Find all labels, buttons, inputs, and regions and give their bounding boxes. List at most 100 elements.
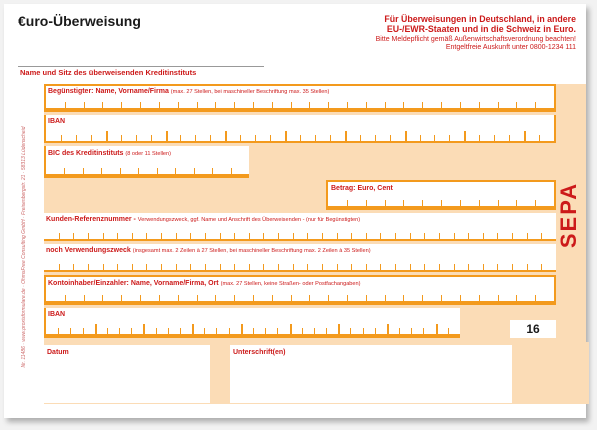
- cell-divider: [384, 295, 386, 303]
- bic-field[interactable]: BIC des Kreditinstituts (8 oder 11 Stell…: [44, 146, 249, 178]
- cell-divider: [177, 102, 179, 110]
- cell-divider: [403, 295, 405, 303]
- cell-divider: [351, 233, 353, 241]
- cell-divider: [161, 264, 163, 272]
- purpose-hint: (insgesamt max. 2 Zeilen à 27 Stellen, b…: [132, 248, 371, 254]
- cell-divider: [541, 264, 543, 272]
- cell-divider: [155, 328, 157, 336]
- cell-divider: [497, 295, 499, 303]
- cell-divider: [422, 102, 424, 110]
- cell-divider: [389, 135, 391, 143]
- cell-divider: [165, 131, 168, 143]
- cell-divider: [83, 295, 85, 303]
- signature-label: Unterschrift(en): [233, 349, 286, 356]
- cell-divider: [365, 200, 367, 208]
- cell-divider: [146, 264, 148, 272]
- cell-divider: [263, 264, 265, 272]
- cell-divider: [234, 264, 236, 272]
- cell-divider: [516, 102, 518, 110]
- cell-divider: [384, 102, 386, 110]
- cell-divider: [131, 264, 133, 272]
- cell-divider: [441, 295, 443, 303]
- cell-divider: [374, 328, 376, 336]
- notice-reporting: Bitte Meldepflicht gemäß Außenwirtschaft…: [375, 36, 576, 44]
- cell-divider: [175, 168, 177, 176]
- bic-label: BIC des Kreditinstituts (8 oder 11 Stell…: [48, 150, 171, 158]
- bic-cells: [46, 166, 249, 176]
- cell-divider: [94, 324, 97, 336]
- cell-divider: [539, 135, 541, 143]
- beneficiary-field[interactable]: Begünstigter: Name, Vorname/Firma (max. …: [44, 84, 556, 112]
- amount-field[interactable]: Betrag: Euro, Cent: [326, 180, 556, 210]
- cell-divider: [102, 264, 104, 272]
- holder-field[interactable]: Kontoinhaber/Einzahler: Name, Vorname/Fi…: [44, 275, 556, 305]
- bank-name-line[interactable]: [18, 66, 264, 67]
- cell-baseline: [46, 301, 554, 303]
- cell-divider: [301, 328, 303, 336]
- cell-divider: [409, 233, 411, 241]
- cell-divider: [321, 233, 323, 241]
- cell-divider: [190, 264, 192, 272]
- iban-field[interactable]: IBAN: [44, 115, 556, 143]
- reference-field[interactable]: Kunden-Referenznummer - Verwendungszweck…: [44, 213, 556, 241]
- cell-divider: [346, 200, 348, 208]
- cell-divider: [82, 168, 84, 176]
- cell-divider: [234, 295, 236, 303]
- cell-divider: [150, 135, 152, 143]
- cell-divider: [215, 102, 217, 110]
- cell-divider: [119, 328, 121, 336]
- cell-divider: [252, 295, 254, 303]
- cell-divider: [526, 264, 528, 272]
- cell-divider: [321, 264, 323, 272]
- cell-baseline: [44, 239, 556, 241]
- cell-divider: [422, 295, 424, 303]
- beneficiary-label: Begünstigter: Name, Vorname/Firma (max. …: [48, 88, 329, 96]
- cell-divider: [156, 168, 158, 176]
- cell-divider: [329, 135, 331, 143]
- cell-divider: [350, 328, 352, 336]
- purpose-label-text: noch Verwendungszweck: [46, 247, 131, 254]
- sepa-logo: SEPA: [556, 174, 581, 256]
- cell-divider: [374, 135, 376, 143]
- cell-divider: [192, 324, 195, 336]
- cell-divider: [526, 233, 528, 241]
- cell-divider: [438, 264, 440, 272]
- cell-divider: [336, 264, 338, 272]
- cell-divider: [399, 328, 401, 336]
- cell-divider: [195, 135, 197, 143]
- form-title: €uro-Überweisung: [18, 13, 141, 29]
- cell-divider: [219, 233, 221, 241]
- cell-divider: [64, 168, 66, 176]
- cell-divider: [497, 102, 499, 110]
- cell-divider: [146, 233, 148, 241]
- cell-divider: [252, 102, 254, 110]
- cell-divider: [82, 328, 84, 336]
- date-field[interactable]: Datum: [44, 345, 210, 403]
- cell-divider: [292, 233, 294, 241]
- cell-divider: [347, 102, 349, 110]
- cell-divider: [204, 328, 206, 336]
- cell-divider: [240, 135, 242, 143]
- cell-divider: [424, 233, 426, 241]
- cell-divider: [404, 131, 407, 143]
- purpose-field[interactable]: noch Verwendungszweck (insgesamt max. 2 …: [44, 244, 556, 272]
- beneficiary-cells: [46, 100, 554, 110]
- payer-iban-field[interactable]: IBAN: [44, 308, 460, 338]
- cell-divider: [441, 102, 443, 110]
- cell-divider: [328, 102, 330, 110]
- cell-divider: [140, 102, 142, 110]
- cell-divider: [120, 135, 122, 143]
- bic-label-text: BIC des Kreditinstituts: [48, 150, 124, 157]
- cell-divider: [516, 200, 518, 208]
- cell-divider: [263, 233, 265, 241]
- cell-divider: [380, 233, 382, 241]
- cell-divider: [365, 295, 367, 303]
- cell-divider: [73, 264, 75, 272]
- cell-divider: [409, 264, 411, 272]
- cell-divider: [102, 102, 104, 110]
- cell-divider: [131, 328, 133, 336]
- cell-divider: [167, 328, 169, 336]
- cell-baseline: [44, 270, 556, 272]
- signature-field[interactable]: Unterschrift(en): [230, 345, 512, 403]
- cell-divider: [359, 135, 361, 143]
